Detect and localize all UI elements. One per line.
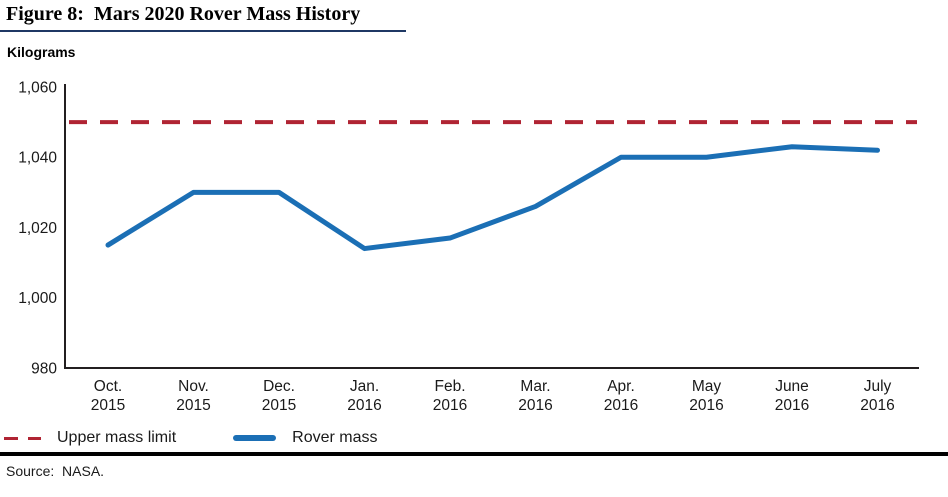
x-axis-tick-label: 2016	[518, 397, 552, 414]
rover-mass-swatch-icon	[233, 435, 277, 441]
x-axis-tick-label: Apr.	[607, 378, 635, 395]
y-axis-tick-label: 1,000	[18, 290, 57, 307]
x-axis-tick-label: Oct.	[94, 378, 122, 395]
x-axis-tick-label: July	[864, 378, 892, 395]
source-note: Source: NASA.	[6, 463, 105, 479]
x-axis-tick-label: 2016	[604, 397, 638, 414]
x-axis-tick-label: Feb.	[434, 378, 465, 395]
x-axis-tick-label: Nov.	[178, 378, 209, 395]
legend-item-rover-mass: Rover mass	[233, 429, 378, 447]
footer-divider	[0, 452, 948, 456]
x-axis-tick-label: 2016	[433, 397, 467, 414]
figure-title: Figure 8: Mars 2020 Rover Mass History	[6, 3, 361, 25]
chart-legend: Upper mass limit Rover mass	[4, 429, 378, 447]
y-axis-tick-label: 1,040	[18, 150, 57, 167]
upper-mass-limit-swatch-icon	[4, 436, 41, 440]
mass-history-chart: 980 1,000 1,020 1,040 1,060 Oct. 2015 Nov. 2015 D…	[18, 79, 919, 414]
y-axis-tick-label: 1,060	[18, 79, 57, 96]
y-axis-tick-label: 1,020	[18, 220, 57, 237]
x-axis-tick-label: Jan.	[350, 378, 379, 395]
x-axis-tick-label: 2016	[775, 397, 809, 414]
legend-item-upper-mass-limit: Upper mass limit	[4, 429, 176, 447]
x-axis-tick-label: 2015	[262, 397, 296, 414]
x-axis-tick-label: Mar.	[520, 378, 550, 395]
x-axis-tick-label: 2016	[347, 397, 381, 414]
x-axis-tick-label: 2016	[860, 397, 894, 414]
x-axis-tick-label: Dec.	[263, 378, 295, 395]
x-axis-tick-label: 2015	[91, 397, 125, 414]
legend-label: Upper mass limit	[57, 429, 177, 446]
title-underline-rule	[0, 30, 406, 32]
y-axis-tick-label: 980	[31, 360, 57, 377]
y-axis-unit-label: Kilograms	[7, 44, 76, 60]
x-axis-tick-label: May	[692, 378, 722, 395]
x-axis-tick-label: June	[775, 378, 809, 395]
rover-mass-line	[105, 144, 880, 252]
legend-label: Rover mass	[292, 429, 378, 446]
x-axis-tick-label: 2016	[689, 397, 723, 414]
x-axis-tick-label: 2015	[176, 397, 210, 414]
